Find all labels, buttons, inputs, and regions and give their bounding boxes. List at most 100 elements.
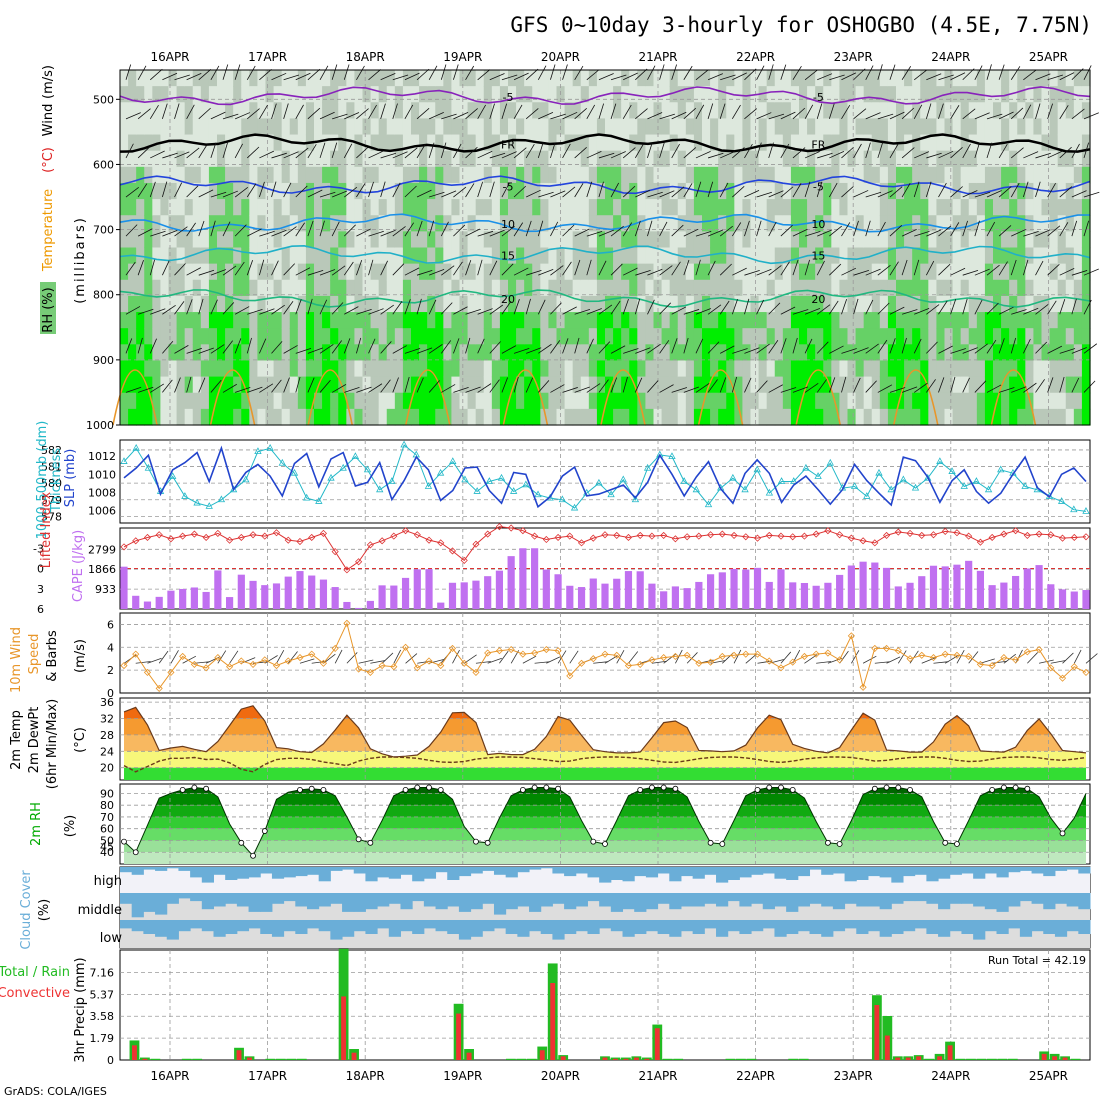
wind-barb bbox=[125, 338, 133, 354]
rh-cell bbox=[394, 279, 404, 297]
rh-cell bbox=[1001, 295, 1010, 313]
rh-cell bbox=[184, 263, 194, 281]
rh-cell bbox=[887, 344, 897, 362]
rh-cell bbox=[1073, 118, 1083, 136]
rh-cell bbox=[758, 392, 768, 410]
wind-barb bbox=[1023, 307, 1039, 315]
wind-barb bbox=[634, 377, 643, 393]
wind-barb bbox=[695, 338, 704, 354]
rh-cell bbox=[896, 70, 905, 87]
wind10m-point bbox=[495, 647, 503, 655]
rh-cell bbox=[370, 279, 380, 297]
rh-cell bbox=[572, 344, 582, 362]
rh-cell bbox=[896, 215, 905, 232]
rh-cell bbox=[120, 360, 129, 378]
wind10m-barb bbox=[194, 661, 210, 664]
rh-cell bbox=[912, 328, 921, 345]
rh-cell bbox=[718, 360, 727, 378]
wind-barb bbox=[1059, 146, 1072, 159]
rh-cell bbox=[314, 70, 323, 87]
wind-barb bbox=[829, 345, 844, 354]
rh-cell bbox=[1041, 312, 1051, 329]
rh-cell bbox=[257, 182, 267, 200]
rh-cell bbox=[314, 166, 323, 184]
rh-cell bbox=[176, 408, 186, 426]
wind-barb bbox=[634, 143, 644, 159]
rh-cell bbox=[774, 86, 784, 103]
wind-barb bbox=[647, 299, 655, 315]
rh-cell bbox=[661, 312, 671, 329]
rh-cell bbox=[338, 263, 347, 281]
rh-cell bbox=[726, 295, 735, 313]
wind-barb bbox=[998, 387, 1015, 393]
rh-cell bbox=[726, 70, 735, 87]
rh-cell bbox=[831, 392, 841, 410]
wind-barb bbox=[889, 64, 896, 80]
rh-cell bbox=[677, 376, 687, 394]
isotherm-line bbox=[119, 213, 1091, 233]
rh-cell bbox=[847, 279, 857, 297]
rh-cell bbox=[1073, 344, 1083, 362]
rh-cell bbox=[394, 215, 404, 232]
wind-barb bbox=[841, 376, 847, 393]
lifted-point bbox=[460, 556, 468, 564]
cape-bar bbox=[296, 571, 304, 609]
rh-cell bbox=[912, 150, 921, 168]
rh-cell bbox=[378, 392, 388, 410]
wind-barb bbox=[222, 383, 237, 393]
rh-cell bbox=[726, 215, 735, 232]
rh2m-point bbox=[519, 786, 526, 793]
rh-cell bbox=[863, 134, 873, 152]
wind-barb bbox=[441, 190, 457, 198]
rh-cell bbox=[265, 344, 275, 362]
thickness-point bbox=[960, 482, 968, 489]
rh-cell bbox=[580, 344, 590, 362]
rh-cell bbox=[459, 215, 469, 232]
rh-cell bbox=[710, 312, 719, 329]
wind-barb bbox=[137, 65, 147, 80]
rh-cell bbox=[548, 86, 558, 103]
rh-cell bbox=[847, 199, 857, 216]
rh-cell bbox=[976, 70, 986, 87]
rh-cell bbox=[564, 312, 574, 329]
precip-conv-bar bbox=[131, 1045, 137, 1060]
rh-cell bbox=[305, 150, 315, 168]
wind10m-barb bbox=[287, 651, 298, 664]
rh-cell bbox=[904, 118, 913, 136]
rh-cell bbox=[629, 279, 638, 297]
cloud-bar-middle bbox=[961, 893, 974, 904]
rh-cell bbox=[289, 231, 299, 249]
cloud-bar-middle bbox=[645, 893, 659, 910]
rh-cell bbox=[669, 392, 679, 410]
wind-barb bbox=[380, 152, 397, 159]
rh-cell bbox=[144, 376, 153, 394]
wind-barb bbox=[550, 265, 564, 276]
wind-barb bbox=[137, 108, 151, 120]
rh-cell bbox=[394, 360, 404, 378]
rh-cell bbox=[330, 408, 339, 426]
rh-cell bbox=[645, 102, 655, 120]
rh-cell bbox=[596, 344, 606, 362]
rh-cell bbox=[556, 344, 566, 362]
rh-cell bbox=[491, 247, 501, 265]
rh-cell bbox=[863, 231, 873, 249]
cloud-bar-middle bbox=[330, 893, 343, 904]
rh-cell bbox=[750, 199, 760, 216]
rh-cell bbox=[960, 118, 970, 136]
rh-cell bbox=[702, 263, 711, 281]
cape-bar bbox=[214, 570, 222, 609]
wind-barb bbox=[816, 304, 831, 315]
rh-cell bbox=[944, 166, 954, 184]
temp-tick: 32 bbox=[100, 713, 114, 726]
cape-bar bbox=[366, 600, 374, 609]
rh-cell bbox=[516, 408, 525, 426]
cloud-bar-low bbox=[342, 920, 355, 937]
precip-total-bar bbox=[673, 1058, 684, 1060]
rh-cell bbox=[322, 312, 331, 329]
rh-cell bbox=[548, 376, 558, 394]
rh-cell bbox=[839, 328, 849, 345]
rh-cell bbox=[596, 134, 606, 152]
wind-barb bbox=[198, 347, 214, 354]
wind-barb bbox=[683, 183, 693, 198]
lifted-line bbox=[123, 526, 1087, 571]
